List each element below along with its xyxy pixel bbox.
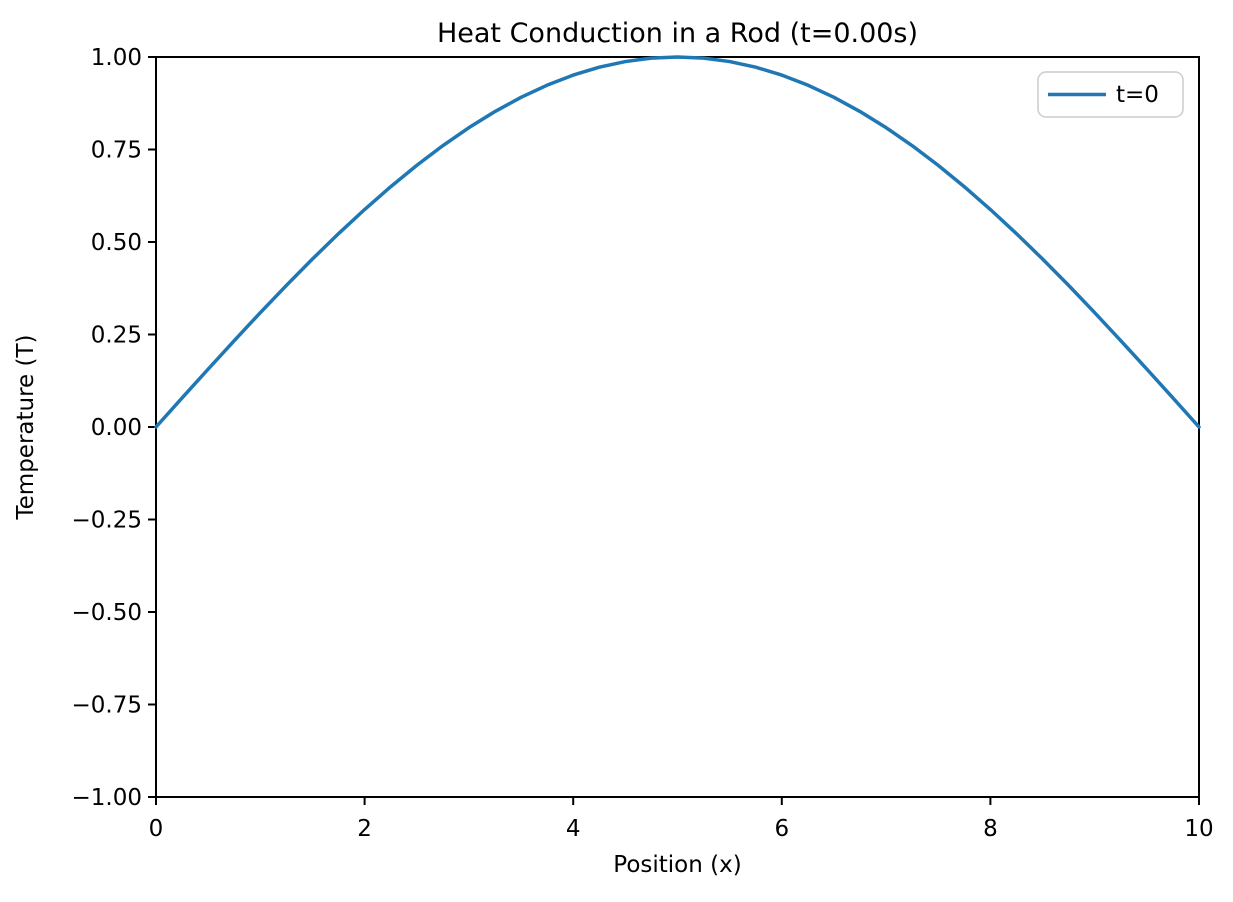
x-tick-label: 0 <box>149 816 164 842</box>
y-tick-label: 0.00 <box>91 415 142 441</box>
y-tick-label: −0.25 <box>72 508 142 534</box>
chart-title: Heat Conduction in a Rod (t=0.00s) <box>437 18 918 49</box>
y-tick-label: 0.50 <box>91 230 142 256</box>
x-tick-label: 4 <box>566 816 581 842</box>
y-axis-label: Temperature (T) <box>13 335 39 521</box>
x-tick-label: 6 <box>774 816 789 842</box>
y-tick-label: −0.50 <box>72 600 142 626</box>
legend-box <box>1037 71 1184 118</box>
y-tick-label: 0.75 <box>91 138 142 164</box>
y-tick-label: 1.00 <box>91 45 142 71</box>
y-tick-label: −0.75 <box>72 693 142 719</box>
y-axis-ticks: 1.00 0.75 0.50 0.25 0.00 −0.25 −0.50 −0.75 −1.00 <box>72 45 156 811</box>
series-group <box>154 55 1201 429</box>
temperature-curve <box>154 55 1201 429</box>
legend: t=0 <box>1037 71 1184 118</box>
x-axis-label: Position (x) <box>613 852 741 878</box>
y-tick-label: −1.00 <box>72 785 142 811</box>
x-tick-label: 8 <box>983 816 998 842</box>
x-tick-label: 2 <box>357 816 372 842</box>
y-tick-label: 0.25 <box>91 323 142 349</box>
legend-entry-label: t=0 <box>1116 82 1159 108</box>
plot-area <box>155 56 1200 798</box>
x-axis-ticks: 0 2 4 6 8 10 <box>149 797 1214 842</box>
x-tick-label: 10 <box>1184 816 1213 842</box>
